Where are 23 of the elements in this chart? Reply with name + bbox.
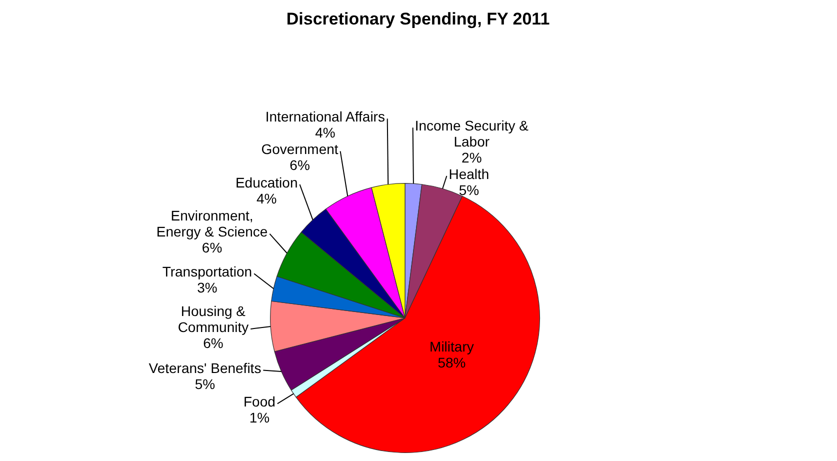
- data-label: 2%: [462, 150, 482, 166]
- slice-label: Income Security & Labor: [414, 118, 530, 150]
- chart-title: Discretionary Spending, FY 2011: [286, 10, 550, 29]
- slice-label: Housing & Community: [178, 302, 249, 335]
- slice-label: International Affairs: [265, 108, 385, 124]
- data-label: 5%: [194, 376, 216, 392]
- data-label: 1%: [249, 410, 270, 426]
- data-label: 6%: [202, 240, 222, 256]
- data-label: 6%: [290, 157, 310, 174]
- slice-label: Health: [448, 166, 490, 182]
- data-label: 58%: [438, 354, 466, 370]
- data-label: 4%: [315, 124, 336, 140]
- slice-label: Education: [235, 174, 298, 190]
- slice-label: Government: [261, 141, 338, 158]
- data-label: 6%: [203, 334, 224, 351]
- slice-label: Military: [430, 338, 474, 354]
- slice-label: Transportation: [162, 263, 252, 280]
- slice-label: Veterans' Benefits: [148, 360, 262, 376]
- data-label: 5%: [458, 182, 480, 198]
- slice-label: Food: [243, 394, 276, 410]
- data-label: 4%: [256, 190, 277, 206]
- slice-label: Environment, Energy & Science: [156, 208, 268, 240]
- data-label: 3%: [197, 279, 218, 296]
